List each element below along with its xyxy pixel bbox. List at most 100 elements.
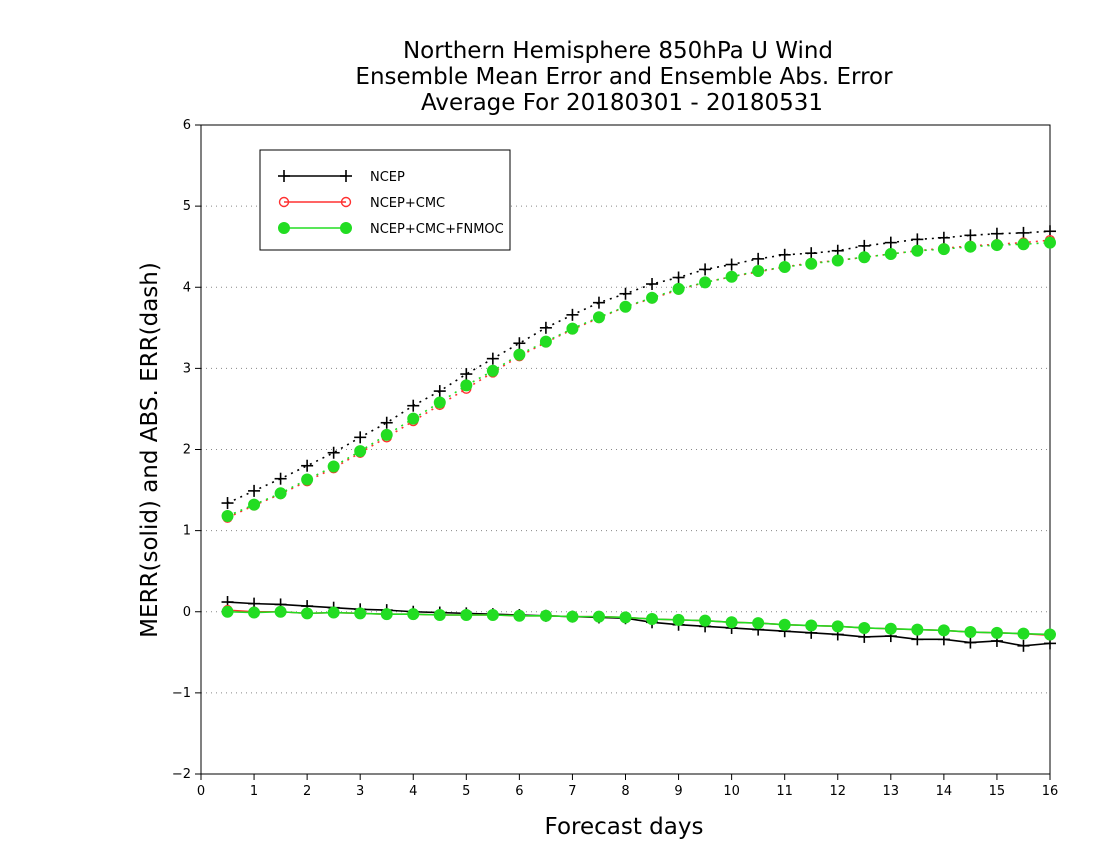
merr-point-ncep-cmc-fnmoc — [911, 623, 924, 636]
merr-point-ncep-cmc-fnmoc — [539, 609, 552, 622]
merr-point-ncep-cmc-fnmoc — [486, 608, 499, 621]
abs-err-point-ncep-cmc-fnmoc — [646, 291, 659, 304]
abs-err-point-ncep — [539, 321, 552, 334]
abs-err-point-ncep — [221, 497, 234, 510]
merr-line-ncep-cmc-fnmoc — [227, 610, 1051, 636]
abs-err-point-ncep — [248, 484, 261, 497]
merr-point-ncep-cmc-fnmoc — [566, 610, 579, 623]
merr-point-ncep-cmc-fnmoc — [407, 608, 420, 621]
abs-err-line-ncep — [227, 230, 1051, 504]
abs-err-point-ncep — [592, 296, 605, 309]
merr-point-ncep-cmc-fnmoc — [831, 620, 844, 633]
title-line-1: Northern Hemisphere 850hPa U Wind — [403, 38, 833, 64]
abs-err-point-ncep-cmc-fnmoc — [407, 412, 420, 425]
merr-point-ncep-cmc-fnmoc — [646, 613, 659, 626]
y-tick-label: 2 — [183, 443, 191, 458]
y-tick-label: −1 — [172, 686, 191, 701]
abs-err-point-ncep-cmc-fnmoc — [221, 510, 234, 523]
merr-point-ncep-cmc-fnmoc — [380, 608, 393, 621]
abs-err-point-ncep-cmc-fnmoc — [911, 244, 924, 257]
merr-point-ncep-cmc-fnmoc — [937, 624, 950, 637]
merr-point-ncep-cmc-fnmoc — [433, 608, 446, 621]
series-ncep — [221, 225, 1056, 652]
abs-err-point-ncep — [699, 263, 712, 276]
abs-err-point-ncep — [1017, 226, 1030, 239]
abs-err-point-ncep — [513, 337, 526, 350]
abs-err-point-ncep-cmc-fnmoc — [1044, 236, 1056, 249]
merr-point-ncep-cmc-fnmoc — [460, 608, 473, 621]
y-tick-label: −2 — [172, 767, 191, 782]
abs-err-point-ncep-cmc-fnmoc — [460, 379, 473, 392]
legend-marker-left-ncep-cmc-fnmoc — [278, 222, 290, 234]
abs-err-point-ncep — [486, 352, 499, 365]
abs-err-point-ncep — [407, 399, 420, 412]
legend-entry-ncep: NCEP — [278, 170, 405, 185]
legend-label-ncep-cmc-fnmoc: NCEP+CMC+FNMOC — [370, 222, 504, 237]
x-tick-label: 15 — [989, 784, 1006, 799]
abs-err-point-ncep — [964, 229, 977, 242]
abs-err-point-ncep — [646, 278, 659, 291]
merr-point-ncep-cmc-fnmoc — [778, 618, 791, 631]
merr-point-ncep-cmc-fnmoc — [1017, 627, 1030, 640]
merr-point-ncep-cmc-fnmoc — [699, 614, 712, 627]
abs-err-point-ncep — [672, 271, 685, 284]
abs-err-line-ncep-cmc-fnmoc — [227, 241, 1051, 517]
legend-entry-ncep-cmc: NCEP+CMC — [278, 196, 445, 211]
abs-err-line-ncep-cmc — [227, 239, 1051, 519]
abs-err-point-ncep — [354, 431, 367, 444]
abs-err-point-ncep-cmc-fnmoc — [301, 473, 314, 486]
abs-err-point-ncep — [884, 236, 897, 249]
abs-err-point-ncep-cmc-fnmoc — [566, 322, 579, 335]
legend-marker-right-ncep — [340, 170, 352, 182]
x-tick-label: 13 — [883, 784, 900, 799]
abs-err-point-ncep-cmc-fnmoc — [699, 276, 712, 289]
x-tick-label: 10 — [723, 784, 740, 799]
abs-err-point-ncep — [433, 385, 446, 398]
y-tick-label: 1 — [183, 524, 191, 539]
y-tick-label: 0 — [183, 605, 191, 620]
merr-point-ncep-cmc-fnmoc — [301, 607, 314, 620]
abs-err-point-ncep-cmc-fnmoc — [539, 335, 552, 348]
merr-point-ncep-cmc-fnmoc — [990, 626, 1003, 639]
legend-marker-left-ncep — [278, 170, 290, 182]
abs-err-point-ncep-cmc-fnmoc — [805, 257, 818, 270]
abs-err-point-ncep-cmc-fnmoc — [990, 239, 1003, 252]
x-tick-label: 2 — [303, 784, 311, 799]
abs-err-point-ncep-cmc-fnmoc — [327, 460, 340, 473]
abs-err-point-ncep — [619, 287, 632, 300]
legend-box — [259, 149, 511, 251]
merr-point-ncep-cmc-fnmoc — [274, 605, 287, 618]
abs-err-point-ncep — [778, 248, 791, 261]
abs-err-point-ncep-cmc-fnmoc — [619, 300, 632, 313]
merr-point-ncep-cmc-fnmoc — [619, 611, 632, 624]
abs-err-point-ncep — [911, 233, 924, 246]
abs-err-point-ncep — [380, 416, 393, 429]
y-tick-label: 5 — [183, 199, 191, 214]
abs-err-point-ncep-cmc-fnmoc — [248, 498, 261, 511]
title-line-2: Ensemble Mean Error and Ensemble Abs. Er… — [355, 64, 893, 90]
x-tick-label: 11 — [776, 784, 793, 799]
merr-point-ncep-cmc-fnmoc — [248, 606, 261, 619]
abs-err-point-ncep — [725, 258, 738, 271]
legend-label-ncep: NCEP — [370, 170, 405, 185]
series-ncep-cmc-fnmoc — [221, 236, 1056, 641]
title-line-3: Average For 20180301 - 20180531 — [421, 90, 823, 116]
abs-err-point-ncep-cmc-fnmoc — [274, 487, 287, 500]
abs-err-point-ncep-cmc-fnmoc — [937, 243, 950, 256]
y-tick-label: 6 — [183, 118, 191, 133]
abs-err-point-ncep-cmc-fnmoc — [831, 254, 844, 267]
merr-point-ncep-cmc-fnmoc — [592, 610, 605, 623]
abs-err-point-ncep — [752, 252, 765, 265]
abs-err-point-ncep — [858, 239, 871, 252]
merr-point-ncep-cmc-fnmoc — [884, 622, 897, 635]
series-ncep-cmc — [222, 234, 1056, 641]
chart-title: Northern Hemisphere 850hPa U Wind Ensemb… — [355, 38, 893, 116]
abs-err-point-ncep — [301, 459, 314, 472]
x-tick-label: 9 — [674, 784, 682, 799]
merr-point-ncep-cmc-fnmoc — [805, 619, 818, 632]
merr-point-ncep-cmc-fnmoc — [725, 616, 738, 629]
abs-err-point-ncep-cmc-fnmoc — [964, 240, 977, 253]
abs-err-point-ncep — [274, 472, 287, 485]
legend: NCEP NCEP+CMC NCEP+CMC+FNMOC — [259, 149, 511, 251]
